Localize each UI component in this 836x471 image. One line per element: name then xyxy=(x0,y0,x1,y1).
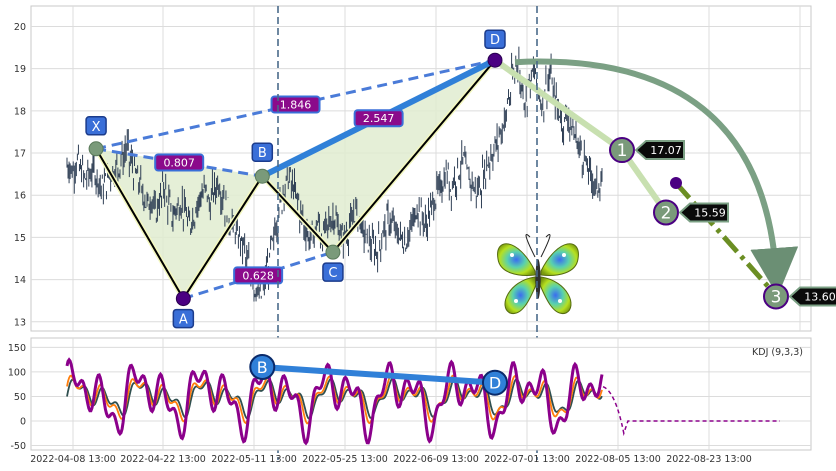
ratio-label: 0.807 xyxy=(163,157,195,170)
kdj-y-tick-label: 150 xyxy=(8,343,26,354)
projection-leg-1 xyxy=(493,57,624,153)
projection-start-point xyxy=(670,177,682,189)
target-value-arrow xyxy=(788,286,836,307)
kdj-grid xyxy=(31,338,811,450)
target-value-arrow xyxy=(678,202,729,223)
ratio-labels: 1.846 0.807 2.547 0.628 xyxy=(154,95,404,285)
target-number: 2 xyxy=(661,204,672,224)
target-2: 2 15.59 xyxy=(653,199,729,226)
butterfly-icon xyxy=(497,234,579,315)
target-value-arrow xyxy=(634,140,685,161)
target-1: 1 17.07 xyxy=(609,137,685,164)
ac-dashed-leg xyxy=(182,250,334,301)
x-axis: 2022-04-08 13:00 2022-04-22 13:00 2022-05-… xyxy=(30,454,752,465)
kdj-y-tick-label: 0 xyxy=(20,417,26,428)
harmonic-pattern-fill xyxy=(96,60,495,299)
kdj-y-tick-label: 100 xyxy=(8,367,26,378)
pattern-leg xyxy=(95,148,185,300)
pattern-point-B xyxy=(254,168,270,184)
candlestick-series xyxy=(66,46,603,302)
ratio-box xyxy=(154,153,205,172)
curved-projection-arrow xyxy=(514,58,799,296)
pattern-label-box xyxy=(322,262,344,282)
pattern-leg xyxy=(261,175,334,253)
x-tick-label: 2022-04-08 13:00 xyxy=(30,454,116,465)
harmonic-triangle xyxy=(96,148,263,299)
kdj-y-tick-label: 50 xyxy=(14,392,26,403)
price-y-axis: 13 14 15 16 17 18 19 20 xyxy=(14,22,26,328)
x-tick-label: 2022-08-05 13:00 xyxy=(575,454,661,465)
price-y-tick-label: 20 xyxy=(14,22,26,33)
pattern-label-box xyxy=(172,308,195,329)
x-tick-label: 2022-05-11 13:00 xyxy=(211,454,297,465)
kdj-y-tick-label: -50 xyxy=(10,441,26,452)
target-number: 3 xyxy=(771,287,782,307)
pattern-leg xyxy=(332,59,496,253)
x-tick-label: 2022-05-25 13:00 xyxy=(302,454,388,465)
kdj-j-line xyxy=(65,357,604,446)
pattern-label-box xyxy=(484,29,506,49)
target-value: 15.59 xyxy=(694,207,726,220)
target-3: 3 13.60 xyxy=(763,283,836,310)
price-y-tick-label: 17 xyxy=(14,149,26,160)
kdj-marker-D xyxy=(481,369,508,396)
kdj-marker-label: B xyxy=(257,358,268,377)
kdj-lines xyxy=(65,357,780,446)
pattern-point-X xyxy=(88,141,104,157)
kdj-forecast-line xyxy=(602,385,780,437)
ratio-box xyxy=(353,109,404,128)
pattern-label-C: C xyxy=(328,266,337,281)
kdj-legend: KDJ (9,3,3) xyxy=(752,347,803,358)
ratio-label: 0.628 xyxy=(242,269,274,282)
pattern-points: X A B C D xyxy=(85,29,506,329)
x-tick-label: 2022-04-22 13:00 xyxy=(120,454,206,465)
price-y-tick-label: 15 xyxy=(14,233,26,244)
pattern-label-B: B xyxy=(258,146,267,161)
pattern-point-D xyxy=(487,52,503,68)
target-circle xyxy=(609,137,635,164)
kdj-markers: BD xyxy=(249,354,508,396)
price-y-tick-label: 19 xyxy=(14,64,26,75)
ratio-box xyxy=(270,95,321,114)
pattern-label-box xyxy=(251,142,274,162)
kdj-marker-label: D xyxy=(489,374,501,393)
kdj-bd-line xyxy=(262,364,496,386)
harmonic-triangle xyxy=(262,60,495,253)
x-tick-label: 2022-07-01 13:00 xyxy=(484,454,570,465)
pattern-point-A xyxy=(175,291,191,307)
price-y-tick-label: 14 xyxy=(14,275,26,286)
target-circle xyxy=(763,283,789,310)
price-y-tick-label: 13 xyxy=(14,317,26,328)
x-tick-label: 2022-06-09 13:00 xyxy=(393,454,479,465)
xd-dashed-leg xyxy=(95,58,496,151)
pattern-point-C xyxy=(325,244,341,260)
kdj-y-axis: -50 0 50 100 150 xyxy=(8,343,26,452)
x-tick-label: 2022-08-23 13:00 xyxy=(666,454,752,465)
target-levels: 1 17.072 15.593 13.60 xyxy=(609,137,836,310)
pattern-label-A: A xyxy=(179,313,188,328)
pattern-label-box xyxy=(85,116,107,136)
kdj-marker-B xyxy=(249,354,276,380)
ratio-label: 2.547 xyxy=(363,112,395,125)
ratio-label: 1.846 xyxy=(280,98,312,111)
target-value: 13.60 xyxy=(804,290,836,303)
target-value: 17.07 xyxy=(650,144,682,157)
pattern-leg xyxy=(182,175,264,300)
pattern-label-D: D xyxy=(490,33,500,48)
price-y-tick-label: 18 xyxy=(14,106,26,117)
kdj-d-line xyxy=(66,377,603,420)
ratio-box xyxy=(233,266,284,285)
pattern-label-X: X xyxy=(92,120,101,135)
price-y-tick-label: 16 xyxy=(14,191,26,202)
target-circle xyxy=(653,199,679,226)
target-number: 1 xyxy=(617,141,628,161)
